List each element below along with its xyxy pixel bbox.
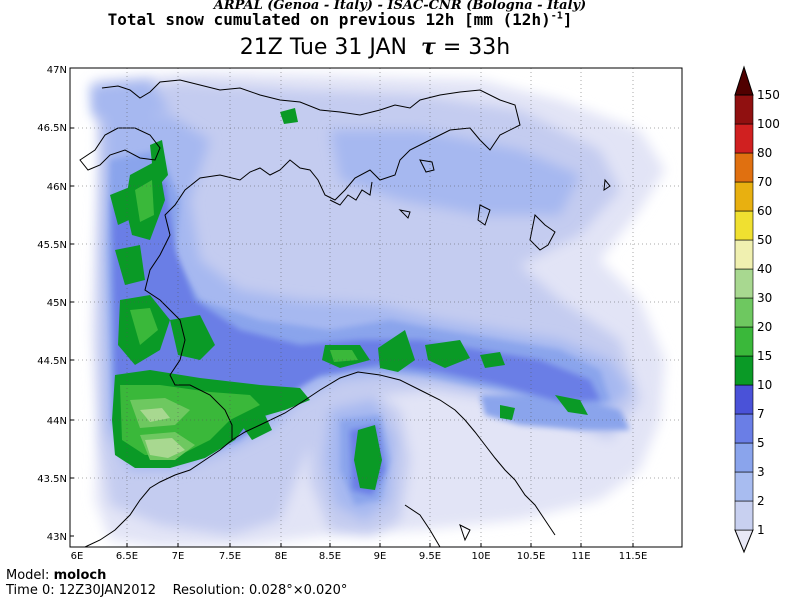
colorbar-swatch	[734, 471, 754, 502]
colorbar-swatch	[734, 123, 754, 154]
colorbar-min-triangle	[734, 529, 754, 554]
colorbar-level-label: 20	[757, 320, 772, 334]
time0-value: 12Z30JAN2012	[58, 583, 157, 598]
lat-label: 46.5N	[37, 123, 67, 134]
colorbar-swatch	[734, 210, 754, 241]
footer-time0: Time 0: 12Z30JAN2012 Resolution: 0.028°×…	[6, 583, 347, 598]
map-title-exponent: -1	[550, 10, 563, 22]
snow-field-30mm	[140, 408, 185, 458]
colorbar-swatch	[734, 384, 754, 415]
lon-label: 9.5E	[419, 551, 441, 562]
map-area	[70, 68, 682, 547]
colorbar-level-label: 150	[757, 88, 780, 102]
colorbar-level-label: 100	[757, 117, 780, 131]
colorbar-swatch	[734, 239, 754, 270]
tau-value: = 33h	[442, 35, 511, 60]
colorbar-level-label: 3	[757, 465, 765, 479]
colorbar-swatch	[734, 442, 754, 473]
colorbar-swatch	[734, 181, 754, 212]
colorbar-level-label: 80	[757, 146, 772, 160]
colorbar-level-label: 10	[757, 378, 772, 392]
colorbar-level-label: 50	[757, 233, 772, 247]
lat-label: 45.5N	[37, 240, 67, 251]
lat-tick-labels: 47N 46.5N 46N 45.5N 45N 44.5N 44N 43.5N …	[37, 65, 67, 543]
lat-label: 44.5N	[37, 356, 67, 367]
footer-model: Model: moloch	[6, 568, 106, 583]
lat-ticks	[70, 127, 74, 537]
map-title-main: Total snow cumulated on previous 12h [mm…	[107, 10, 551, 29]
lon-ticks	[126, 543, 634, 547]
colorbar-swatch	[734, 355, 754, 386]
lon-label: 9E	[374, 551, 387, 562]
colorbar-swatch	[734, 500, 754, 531]
map-title: Total snow cumulated on previous 12h [mm…	[0, 10, 680, 29]
resolution-value: 0.028°×0.020°	[249, 583, 348, 598]
model-value: moloch	[53, 568, 107, 583]
tau-symbol: τ	[421, 34, 436, 60]
colorbar-max-triangle	[734, 65, 754, 96]
lat-label: 46N	[47, 182, 67, 193]
lon-label: 11.5E	[619, 551, 648, 562]
colorbar-swatch	[734, 326, 754, 357]
lat-label: 45N	[47, 298, 67, 309]
lon-label: 7.5E	[219, 551, 241, 562]
resolution-label: Resolution:	[172, 583, 245, 598]
lat-label: 43.5N	[37, 474, 67, 485]
source-line: ARPAL (Genoa - Italy) - ISAC-CNR (Bologn…	[213, 0, 587, 13]
colorbar-level-label: 70	[757, 175, 772, 189]
colorbar-level-label: 2	[757, 494, 765, 508]
map-frame	[69, 67, 683, 548]
lon-label: 8.5E	[319, 551, 341, 562]
colorbar-swatch	[734, 94, 754, 125]
lat-label: 44N	[47, 416, 67, 427]
time0-label: Time 0:	[6, 583, 55, 598]
colorbar-level-label: 5	[757, 436, 765, 450]
lon-tick-labels: 6E 6.5E 7E 7.5E 8E 8.5E 9E 9.5E 10E 10.5…	[71, 551, 648, 562]
colorbar: 1 2 3 5 7 10 15 20 30 40 50 60 70 80 100 150	[734, 65, 780, 554]
colorbar-swatch	[734, 413, 754, 444]
colorbar-level-label: 30	[757, 291, 772, 305]
lon-label: 6E	[71, 551, 84, 562]
model-label: Model:	[6, 568, 50, 583]
colorbar-level-label: 7	[757, 407, 765, 421]
colorbar-level-label: 40	[757, 262, 772, 276]
valid-time-line: 21Z Tue 31 JAN τ = 33h	[0, 34, 750, 60]
colorbar-swatch	[734, 297, 754, 328]
lon-label: 10E	[471, 551, 490, 562]
colorbar-level-label: 15	[757, 349, 772, 363]
colorbar-level-label: 1	[757, 523, 765, 537]
colorbar-swatch	[734, 268, 754, 299]
lon-label: 10.5E	[517, 551, 546, 562]
valid-time: 21Z Tue 31 JAN	[239, 35, 408, 60]
lat-label: 43N	[47, 532, 67, 543]
colorbar-swatch	[734, 152, 754, 183]
lon-label: 7E	[172, 551, 185, 562]
lon-label: 8E	[275, 551, 288, 562]
lat-label: 47N	[47, 65, 67, 76]
map-title-close: ]	[562, 10, 573, 29]
lon-label: 11E	[571, 551, 590, 562]
colorbar-level-label: 60	[757, 204, 772, 218]
lon-label: 6.5E	[116, 551, 138, 562]
